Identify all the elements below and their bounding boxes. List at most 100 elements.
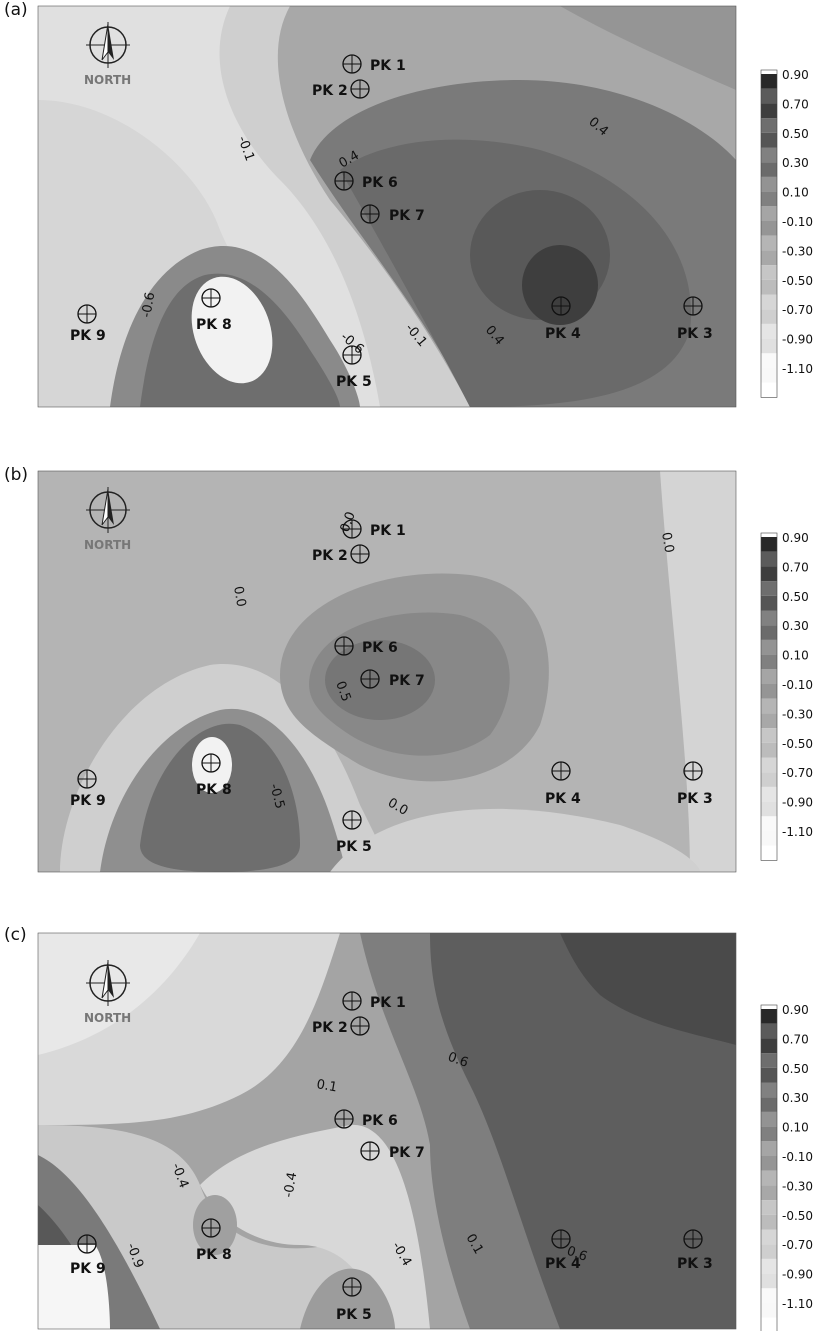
colorbar-frame (760, 69, 778, 398)
contour-label: 0.5 (332, 679, 353, 704)
colorbar-swatch (761, 742, 777, 758)
colorbar-swatch (761, 1258, 777, 1274)
colorbar-tick-label: 0.50 (782, 590, 809, 604)
well-label: PK 1 (370, 58, 406, 74)
colorbar-swatch (761, 654, 777, 670)
colorbar-c: 0.90 0.70 0.50 0.30 0.10 -0.10 -0.30 -0.50 -0.70… (760, 1003, 813, 1331)
band-top-right (560, 6, 736, 90)
minimum-pk9 (38, 1245, 110, 1329)
well-pk5: PK 5 (336, 345, 372, 390)
colorbar-swatch (761, 294, 777, 310)
well-pk8: PK 8 (196, 288, 232, 333)
map-frame (37, 470, 737, 873)
colorbar-tick-label: 0.90 (782, 68, 809, 82)
well-pk6: PK 6 (334, 171, 398, 191)
well-label: PK 7 (389, 208, 425, 224)
well-label: PK 2 (312, 548, 348, 564)
well-pk6: PK 6 (334, 1109, 398, 1129)
minimum-pk8 (192, 737, 232, 793)
colorbar-swatch (761, 625, 777, 640)
colorbar-swatch (761, 338, 777, 354)
well-markers: PK 1 PK 2 PK 6 PK 7 PK 9 PK 8 PK 5 PK 4 … (70, 54, 713, 390)
colorbar-tick-label: -0.10 (782, 678, 813, 692)
colorbar-tick-label: 0.10 (782, 1121, 809, 1135)
band-lower (140, 723, 300, 872)
north-arrow-head (108, 24, 114, 60)
colorbar-frame (760, 1004, 778, 1331)
colorbar-tick-label: -0.70 (782, 1238, 813, 1252)
colorbar-swatch (761, 353, 777, 368)
well-label: PK 1 (370, 523, 406, 539)
band-higher (430, 933, 736, 1329)
colorbar-swatch (761, 684, 777, 699)
well-pk1: PK 1 (342, 991, 406, 1011)
colorbar-swatch (761, 235, 777, 251)
colorbar-swatch (761, 831, 777, 846)
colorbar-tick-label: 0.90 (782, 531, 809, 545)
well-pk2: PK 2 (312, 544, 370, 564)
well-label: PK 3 (677, 326, 713, 342)
maximum-pk4 (522, 245, 598, 325)
colorbar-tick-label: -0.30 (782, 707, 813, 721)
well-label: PK 4 (545, 326, 581, 342)
colorbar-swatch (761, 1067, 777, 1083)
colorbar-swatch (761, 1111, 777, 1127)
well-pk2: PK 2 (312, 79, 370, 99)
band-bottom (330, 808, 700, 872)
colorbar-swatch (761, 162, 777, 177)
colorbar-swatch (761, 1185, 777, 1201)
colorbar-swatch (761, 1273, 777, 1289)
colorbar-frame (760, 532, 778, 861)
colorbar-swatch (761, 1303, 777, 1318)
contour-label: -0.6 (139, 291, 158, 319)
colorbar-tick-label: -0.70 (782, 766, 813, 780)
north-arrow-head (108, 962, 114, 998)
colorbar-tick-label: -1.10 (782, 825, 813, 839)
colorbar-swatch (761, 757, 777, 773)
contour-map-b: 0.0 0.0 0.0 0.5 -0.5 0.0 NORTH PK 1 PK 2… (37, 470, 813, 873)
colorbar-tick-label: 0.30 (782, 619, 809, 633)
north-arrow: NORTH (84, 487, 131, 552)
north-label: NORTH (84, 1011, 131, 1025)
colorbar-tick-label: 0.30 (782, 156, 809, 170)
well-pk3: PK 3 (677, 761, 713, 807)
panel-a: (a) -0.1 0.4 0.4 -0.6 -0.6 -0.1 0.4 (0, 0, 814, 430)
well-pk7: PK 7 (360, 204, 425, 224)
contour-label: 0.0 (658, 531, 676, 554)
panel-letter: (b) (4, 465, 29, 485)
well-pk4: PK 4 (545, 296, 581, 342)
colorbar-tick-label: 0.10 (782, 649, 809, 663)
map-frame (37, 932, 737, 1330)
colorbar-swatch (761, 88, 777, 104)
panel-letter: (c) (4, 925, 27, 945)
well-label: PK 2 (312, 83, 348, 99)
colorbar-swatch (761, 309, 777, 324)
colorbar-swatch (761, 265, 777, 280)
well-label: PK 5 (336, 374, 372, 390)
colorbar-swatch (761, 147, 777, 163)
colorbar-swatch (761, 1214, 777, 1230)
colorbar-swatch (761, 1200, 777, 1215)
well-pk5: PK 5 (336, 810, 372, 855)
well-pk3: PK 3 (677, 296, 713, 342)
colorbar-swatch (761, 772, 777, 787)
colorbar-swatch (761, 801, 777, 817)
colorbar-swatch (761, 551, 777, 567)
colorbar-tick-label: -0.90 (782, 1268, 813, 1282)
well-label: PK 3 (677, 791, 713, 807)
colorbar-swatch (761, 132, 777, 148)
colorbar-tick-label: 0.70 (782, 1032, 809, 1046)
colorbar-a: 0.90 0.70 0.50 0.30 0.10 -0.10 -0.30 -0.50 -0.70… (760, 68, 813, 398)
colorbar-swatch (761, 1141, 777, 1156)
well-label: PK 7 (389, 1145, 425, 1161)
colorbar-swatch (761, 566, 777, 582)
well-label: PK 6 (362, 640, 398, 656)
colorbar-tick-label: 0.30 (782, 1091, 809, 1105)
well-pk1: PK 1 (342, 54, 406, 74)
colorbar-tick-label: -0.50 (782, 1209, 813, 1223)
colorbar-swatch (761, 816, 777, 831)
colorbar-tick-label: -1.10 (782, 1297, 813, 1311)
colorbar-swatch (761, 728, 777, 743)
well-pk1: PK 1 (342, 519, 406, 539)
colorbar-tick-label: 0.50 (782, 127, 809, 141)
